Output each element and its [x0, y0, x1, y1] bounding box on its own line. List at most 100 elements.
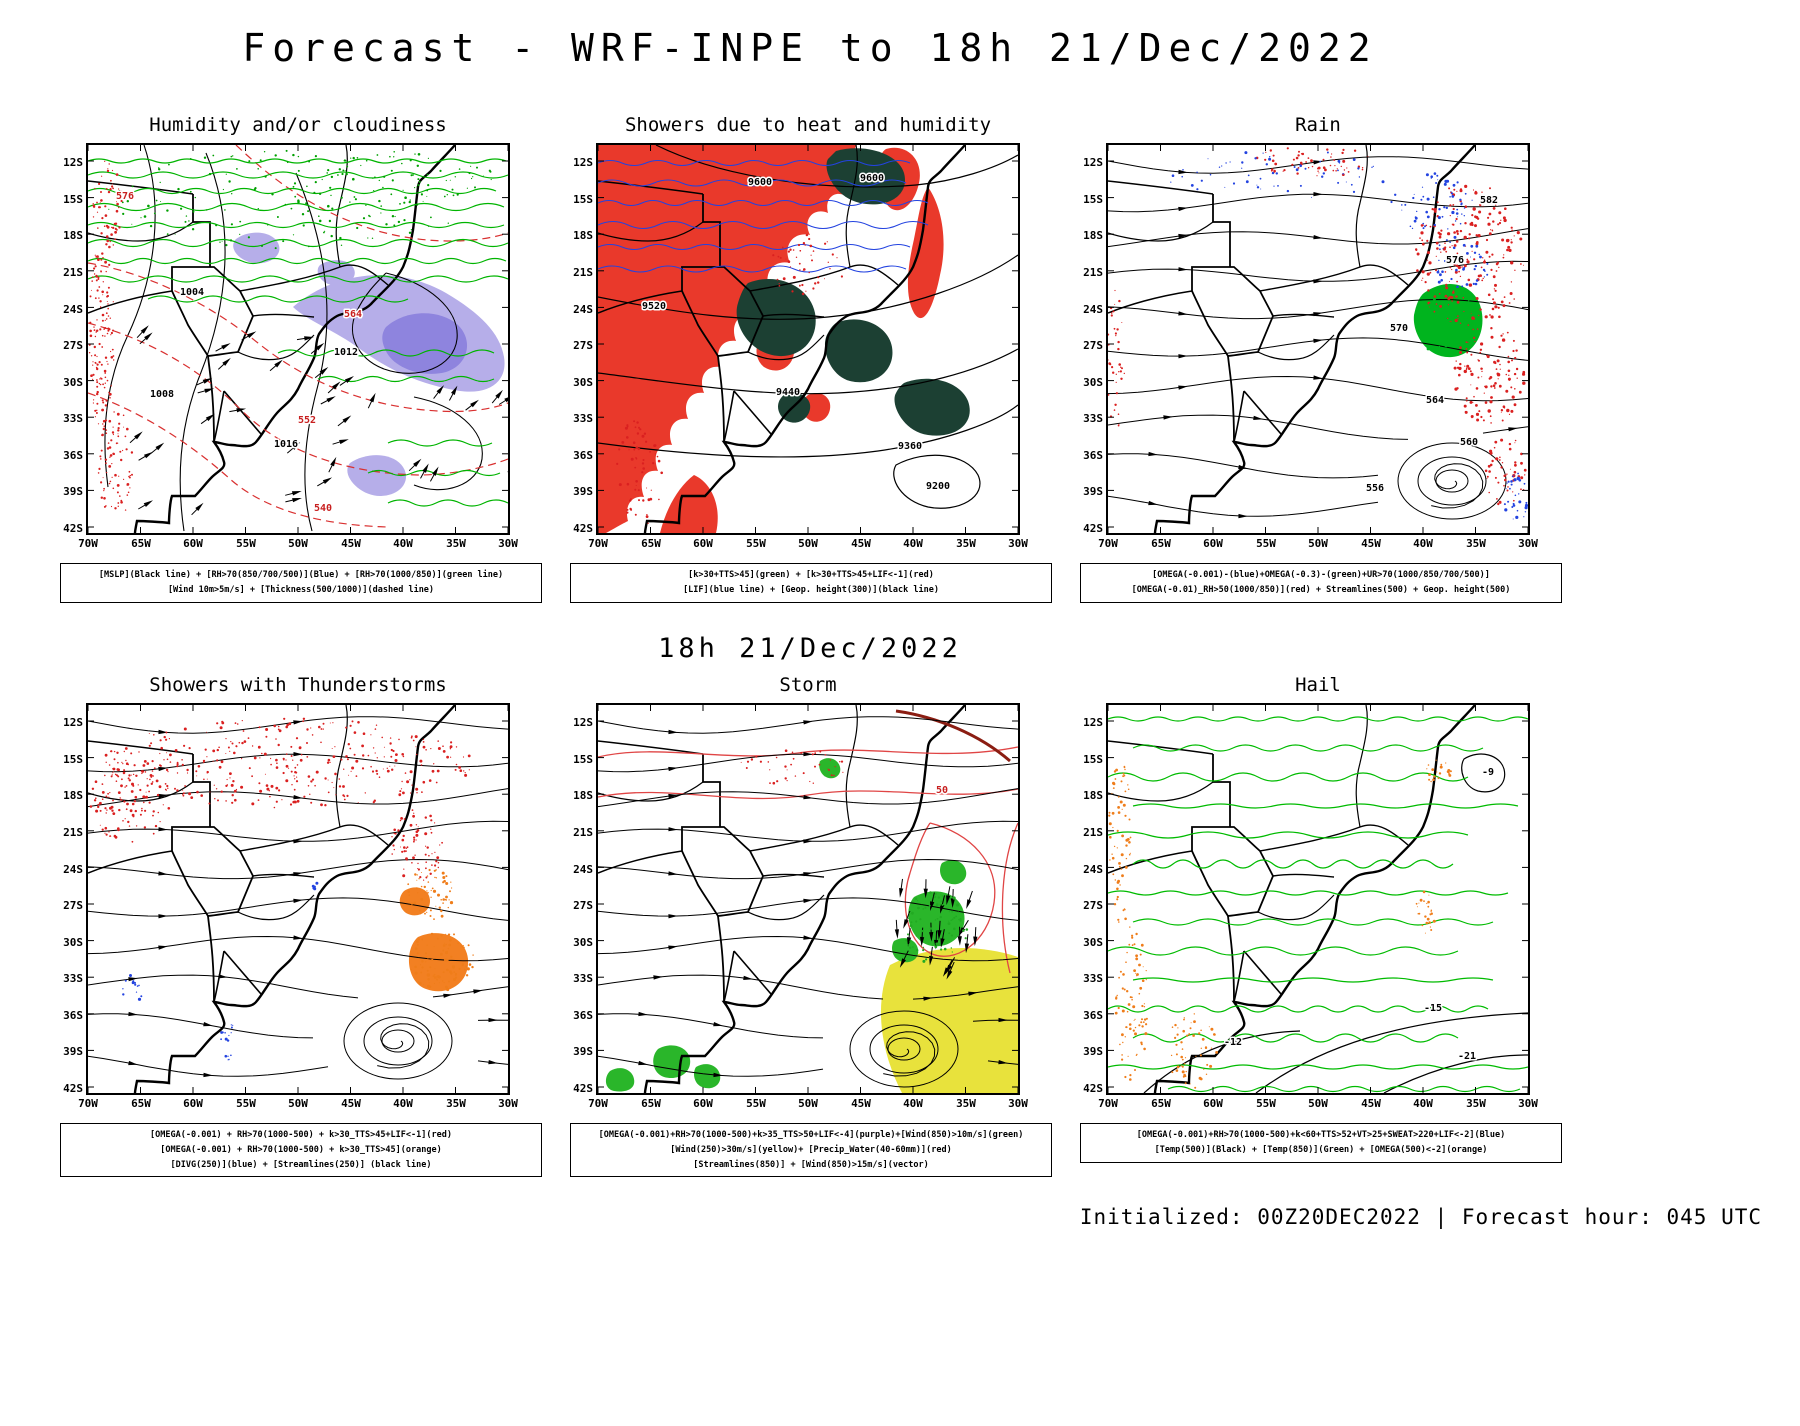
- legend-line: [k>30+TTS>45](green) + [k>30+TTS>45+LIF<…: [688, 570, 934, 580]
- page-title: Forecast - WRF-INPE to 18h 21/Dec/2022: [242, 26, 1378, 70]
- legend-line: [Wind(250)>30m/s](yellow)+ [Precip_Water…: [670, 1144, 952, 1155]
- lon-tick-label: 35W: [1466, 1096, 1486, 1110]
- lon-tick-label: 70W: [1098, 1096, 1118, 1110]
- lon-tick-label: 35W: [956, 537, 976, 550]
- panel-title: Showers due to heat and humidity: [624, 114, 992, 136]
- contour-label: 9600: [748, 177, 772, 188]
- lat-tick-label: 42S: [63, 1081, 83, 1095]
- lat-tick-label: 33S: [573, 412, 593, 425]
- contour-label: 9200: [926, 481, 950, 492]
- init-forecast-footer: Initialized: 00Z20DEC2022 | Forecast hou…: [1079, 1205, 1762, 1230]
- lat-tick-label: 15S: [1083, 193, 1103, 206]
- axis-ticks: [598, 704, 1018, 1093]
- lon-tick-label: 45W: [341, 1096, 361, 1110]
- contour-label: -12: [1224, 1037, 1242, 1048]
- legend-box: [OMEGA(-0.001)+RH>70(1000-500)+k<60+TTS>…: [1080, 1122, 1562, 1163]
- lat-tick-label: 12S: [63, 156, 83, 169]
- lat-tick-label: 42S: [573, 522, 593, 535]
- lon-tick-label: 45W: [1361, 537, 1381, 550]
- legend-line: [Streamlines(850)] + [Wind(850)>15m/s](v…: [693, 1159, 929, 1170]
- lon-tick-label: 50W: [1308, 1096, 1328, 1110]
- legend-box: [OMEGA(-0.001)-(blue)+OMEGA(-0.3)-(green…: [1080, 563, 1562, 603]
- lat-tick-label: 21S: [63, 266, 83, 279]
- panel-hail: Hail 12S 15S 18S 21S 24S 27S 30S 33S 36S 39S 42S: [1072, 674, 1568, 1178]
- lat-tick-label: 24S: [573, 303, 593, 316]
- lon-tick-label: 45W: [851, 537, 871, 550]
- lon-tick-label: 50W: [1308, 537, 1328, 550]
- panel-title: Showers with Thunderstorms: [149, 673, 447, 696]
- lat-tick-label: 33S: [63, 971, 83, 985]
- contour-label: 9440: [776, 387, 800, 398]
- map-storm: 50: [598, 704, 1018, 1093]
- map-frame: 582 576 570 564 560 556: [1106, 143, 1530, 535]
- panel-showers-heat-humidity: Showers due to heat and humidity 12S 15S 1…: [562, 114, 1058, 603]
- contour-label: 1008: [150, 389, 174, 400]
- lon-tick-label: 55W: [746, 537, 766, 550]
- lat-tick-label: 15S: [1083, 752, 1103, 766]
- lon-tick-label: 65W: [1151, 1096, 1171, 1110]
- contour-label: 540: [314, 503, 332, 514]
- legend-line: [OMEGA(-0.001)+RH>70(1000-500)+k<60+TTS>…: [1136, 1129, 1506, 1140]
- contour-label: 9600: [860, 173, 884, 184]
- contour-label: 570: [1390, 323, 1408, 334]
- lat-tick-label: 24S: [1083, 862, 1103, 876]
- contour-label: 576: [116, 191, 134, 202]
- lon-tick-label: 50W: [288, 537, 308, 550]
- lon-tick-label: 70W: [588, 537, 608, 550]
- lat-tick-label: 36S: [1083, 1008, 1103, 1022]
- latitude-axis: 12S 15S 18S 21S 24S 27S 30S 33S 36S 39S 42S: [562, 703, 596, 1095]
- geopotential-contours: [598, 145, 1018, 509]
- contour-label: 560: [1460, 437, 1478, 448]
- lat-tick-label: 18S: [63, 229, 83, 242]
- legend-box: [k>30+TTS>45](green) + [k>30+TTS>45+LIF<…: [570, 563, 1052, 603]
- lon-tick-label: 60W: [1203, 537, 1223, 550]
- legend-line: [Wind 10m>5m/s] + [Thickness(500/1000)](…: [167, 584, 435, 595]
- rain-green-area: [1413, 283, 1483, 358]
- lon-tick-label: 40W: [393, 537, 413, 550]
- lat-tick-label: 24S: [1083, 303, 1103, 316]
- panel-title: Rain: [1295, 114, 1341, 136]
- legend-line: [OMEGA(-0.001)+RH>70(1000-500)+k>35_TTS>…: [598, 1129, 1024, 1140]
- instability-dark-area: [736, 148, 970, 436]
- lat-tick-label: 21S: [63, 825, 83, 839]
- contour-labels: 9600 9600 9520 9440 9360 9200: [641, 172, 952, 494]
- lon-tick-label: 60W: [183, 1096, 203, 1110]
- latitude-axis: 12S 15S 18S 21S 24S 27S 30S 33S 36S 39S 42S: [1072, 703, 1106, 1095]
- longitude-axis: 70W 65W 60W 55W 50W 45W 40W 35W 30W: [1098, 1096, 1538, 1113]
- contour-labels: 50: [935, 783, 950, 797]
- lon-tick-label: 40W: [1413, 537, 1433, 550]
- thickness-dashed-contours: [88, 145, 508, 528]
- longitude-axis: 70W 65W 60W 55W 50W 45W 40W 35W 30W: [588, 537, 1028, 553]
- contour-label: 564: [344, 309, 362, 320]
- axis-ticks: [598, 145, 1018, 533]
- lat-tick-label: 27S: [63, 898, 83, 912]
- lon-tick-label: 35W: [1466, 537, 1486, 550]
- map-frame: 50: [596, 702, 1020, 1095]
- lon-tick-label: 70W: [1098, 537, 1118, 550]
- longitude-axis: 70W 65W 60W 55W 50W 45W 40W 35W 30W: [78, 537, 518, 553]
- map-frame: 1008 1004 1012 1016 576 564 552 540: [86, 143, 510, 535]
- lon-tick-label: 30W: [1518, 537, 1538, 550]
- lon-tick-label: 45W: [341, 537, 361, 550]
- legend-line: [OMEGA(-0.01)_RH>50(1000/850)](red) + St…: [1131, 584, 1511, 595]
- longitude-axis: 70W 65W 60W 55W 50W 45W 40W 35W 30W: [78, 1096, 518, 1113]
- latitude-axis: 12S 15S 18S 21S 24S 27S 30S 33S 36S 39S 42S: [52, 703, 86, 1095]
- contour-label: 9520: [642, 301, 666, 312]
- lat-tick-label: 42S: [1083, 522, 1103, 535]
- axis-ticks: [1108, 145, 1528, 533]
- row-1: Humidity and/or cloudiness 12S 15S 18S 21S 2…: [52, 114, 1568, 603]
- contour-label: 1016: [274, 439, 298, 450]
- lon-tick-label: 55W: [236, 1096, 256, 1110]
- lon-tick-label: 65W: [131, 537, 151, 550]
- contour-label: -9: [1482, 767, 1494, 778]
- lat-tick-label: 30S: [1083, 376, 1103, 389]
- streamlines-speckles: [88, 715, 508, 1080]
- lat-tick-label: 30S: [1083, 935, 1103, 949]
- lon-tick-label: 30W: [498, 1096, 518, 1110]
- lat-tick-label: 21S: [1083, 266, 1103, 279]
- lat-tick-label: 42S: [1083, 1081, 1103, 1095]
- lat-tick-label: 39S: [1083, 1044, 1103, 1058]
- axis-ticks: [88, 145, 508, 533]
- lat-tick-label: 33S: [63, 412, 83, 425]
- lat-tick-label: 18S: [63, 788, 83, 802]
